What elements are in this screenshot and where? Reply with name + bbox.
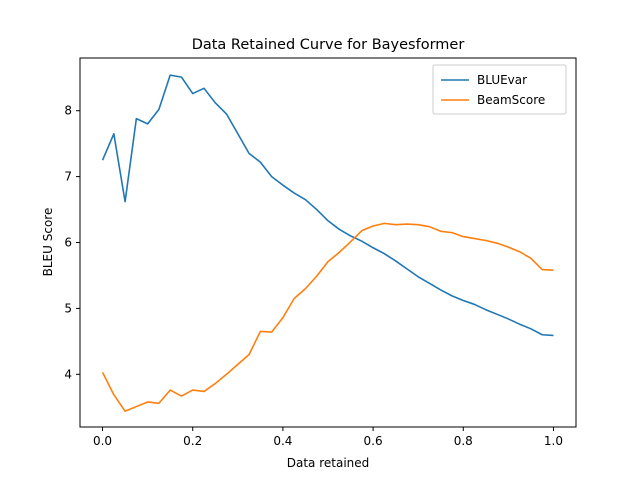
chart-title: Data Retained Curve for Bayesformer bbox=[192, 37, 465, 53]
y-tick-label: 8 bbox=[64, 104, 72, 118]
legend-label: BLUEvar bbox=[477, 73, 527, 87]
x-axis-label: Data retained bbox=[287, 456, 370, 470]
series-lines bbox=[101, 74, 554, 412]
x-tick-label: 0.2 bbox=[183, 434, 202, 448]
series-line-beamscore bbox=[101, 222, 554, 412]
legend-box bbox=[432, 64, 567, 115]
x-axis: 0.0 0.2 0.4 0.6 0.8 1.0 bbox=[93, 427, 563, 448]
y-tick-label: 6 bbox=[64, 236, 72, 250]
x-tick-label: 0.4 bbox=[273, 434, 292, 448]
y-axis: 4 5 6 7 8 bbox=[64, 104, 80, 381]
legend-label: BeamScore bbox=[477, 93, 545, 107]
x-tick-label: 1.0 bbox=[544, 434, 563, 448]
y-tick-label: 5 bbox=[64, 301, 72, 315]
y-tick-label: 7 bbox=[64, 170, 72, 184]
x-tick-label: 0.8 bbox=[454, 434, 473, 448]
y-tick-label: 4 bbox=[64, 367, 72, 381]
series-line-bluevar bbox=[101, 74, 554, 337]
x-tick-label: 0.0 bbox=[93, 434, 112, 448]
plot-frame bbox=[79, 57, 577, 428]
y-axis-label: BLEU Score bbox=[41, 208, 55, 277]
legend: BLUEvar BeamScore bbox=[432, 64, 567, 115]
x-tick-label: 0.6 bbox=[364, 434, 383, 448]
